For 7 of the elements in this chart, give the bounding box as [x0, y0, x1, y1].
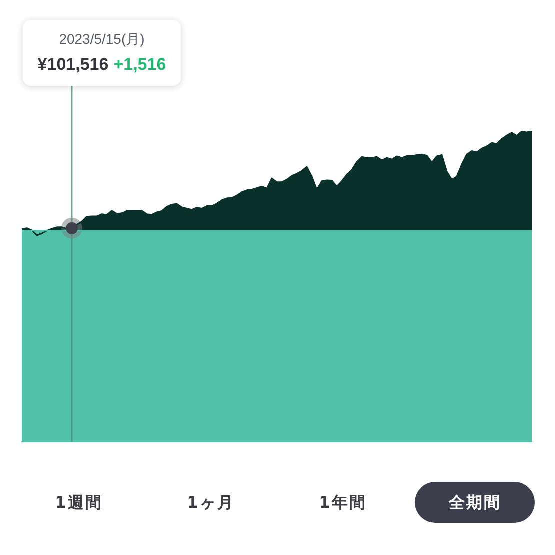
text: 1ヶ月	[187, 492, 235, 512]
text: 2023/5/15(月)	[59, 31, 145, 48]
text: ¥101,516	[38, 55, 109, 74]
text: 1年間	[319, 492, 367, 512]
text: +1,516	[114, 55, 166, 74]
text: 全期間	[448, 492, 502, 512]
text: 1週間	[55, 492, 103, 512]
